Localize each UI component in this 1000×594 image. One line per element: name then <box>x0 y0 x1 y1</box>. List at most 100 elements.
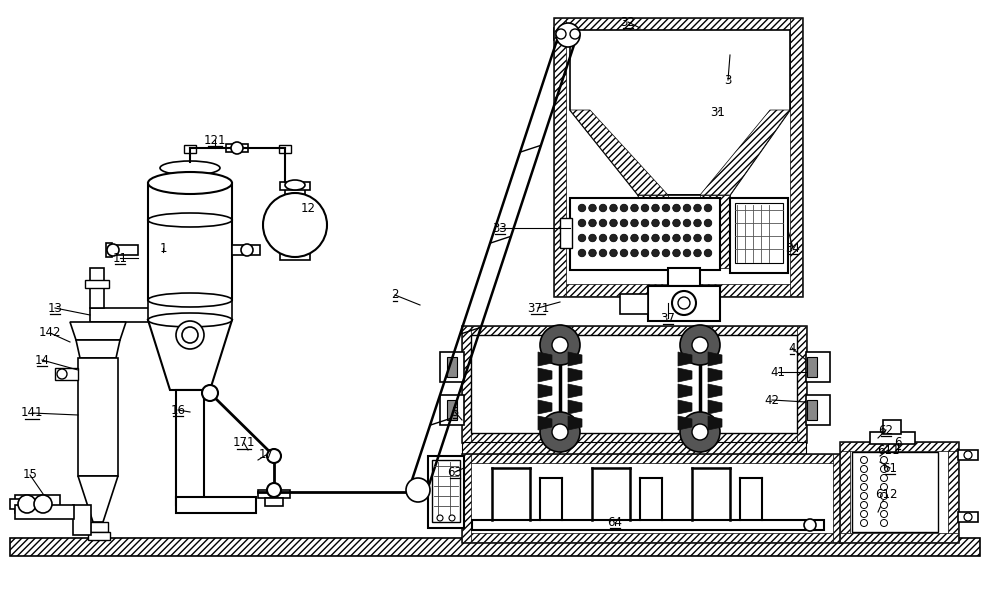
Circle shape <box>680 325 720 365</box>
Bar <box>462 326 806 335</box>
Text: 371: 371 <box>527 302 549 314</box>
Bar <box>560 218 572 248</box>
Bar <box>265 498 283 506</box>
Circle shape <box>881 466 888 472</box>
Text: 611: 611 <box>877 444 899 457</box>
Circle shape <box>964 451 972 459</box>
Circle shape <box>540 325 580 365</box>
Circle shape <box>673 219 680 227</box>
Bar <box>730 198 788 273</box>
Bar <box>554 284 802 296</box>
Bar <box>110 245 138 255</box>
Bar <box>106 243 112 257</box>
Circle shape <box>202 385 218 401</box>
Polygon shape <box>568 400 582 414</box>
Polygon shape <box>78 476 118 522</box>
Polygon shape <box>148 320 232 390</box>
Bar <box>570 198 720 270</box>
Bar <box>447 400 457 420</box>
Bar <box>10 499 28 509</box>
Circle shape <box>860 520 868 526</box>
Bar <box>280 182 310 190</box>
Circle shape <box>662 219 670 227</box>
Circle shape <box>641 204 649 212</box>
Polygon shape <box>708 416 722 430</box>
Circle shape <box>860 484 868 491</box>
Polygon shape <box>538 400 552 414</box>
Circle shape <box>610 204 617 212</box>
Circle shape <box>694 249 701 257</box>
Circle shape <box>599 204 607 212</box>
Circle shape <box>263 193 327 257</box>
Circle shape <box>570 29 580 39</box>
Circle shape <box>683 219 691 227</box>
Circle shape <box>683 204 691 212</box>
Circle shape <box>589 219 596 227</box>
Circle shape <box>641 234 649 242</box>
Bar <box>148 220 232 300</box>
Text: 612: 612 <box>875 488 897 501</box>
Bar <box>840 533 958 542</box>
Circle shape <box>406 478 430 502</box>
Bar <box>852 452 938 532</box>
Circle shape <box>672 291 696 315</box>
Bar <box>620 294 648 314</box>
Circle shape <box>589 204 596 212</box>
Bar <box>462 326 471 442</box>
Bar <box>78 358 118 476</box>
Text: 63: 63 <box>448 466 462 479</box>
Polygon shape <box>570 30 790 195</box>
Circle shape <box>449 515 455 521</box>
Circle shape <box>631 249 638 257</box>
Circle shape <box>182 327 198 343</box>
Polygon shape <box>708 384 722 398</box>
Circle shape <box>620 234 628 242</box>
Bar <box>462 454 842 542</box>
Circle shape <box>673 204 680 212</box>
Bar <box>554 28 582 40</box>
Polygon shape <box>70 322 126 340</box>
Bar <box>90 308 150 322</box>
Circle shape <box>578 219 586 227</box>
Circle shape <box>599 249 607 257</box>
Circle shape <box>704 219 712 227</box>
Circle shape <box>599 234 607 242</box>
Polygon shape <box>678 416 692 430</box>
Circle shape <box>881 484 888 491</box>
Circle shape <box>881 492 888 500</box>
Circle shape <box>704 234 712 242</box>
Circle shape <box>881 501 888 508</box>
Circle shape <box>267 449 281 463</box>
Bar <box>232 245 260 255</box>
Circle shape <box>578 204 586 212</box>
Circle shape <box>860 501 868 508</box>
Bar <box>958 512 978 522</box>
Bar <box>948 442 958 542</box>
Circle shape <box>589 249 596 257</box>
Circle shape <box>552 337 568 353</box>
Circle shape <box>620 219 628 227</box>
Text: 37: 37 <box>661 311 675 324</box>
Polygon shape <box>678 352 692 366</box>
Circle shape <box>881 475 888 482</box>
Text: 1: 1 <box>159 242 167 254</box>
Bar <box>85 280 109 288</box>
Circle shape <box>678 297 690 309</box>
Ellipse shape <box>160 161 220 175</box>
Circle shape <box>860 492 868 500</box>
Bar <box>88 532 110 540</box>
Text: 15: 15 <box>23 469 37 482</box>
Bar <box>184 145 196 153</box>
Circle shape <box>692 337 708 353</box>
Bar <box>15 495 60 513</box>
Polygon shape <box>148 183 232 220</box>
Bar <box>10 538 980 556</box>
Bar <box>797 326 806 442</box>
Circle shape <box>964 513 972 521</box>
Ellipse shape <box>148 172 232 194</box>
Bar <box>462 433 806 442</box>
Text: 11: 11 <box>112 251 128 264</box>
Circle shape <box>652 204 659 212</box>
Text: 32: 32 <box>621 15 635 29</box>
Circle shape <box>610 234 617 242</box>
